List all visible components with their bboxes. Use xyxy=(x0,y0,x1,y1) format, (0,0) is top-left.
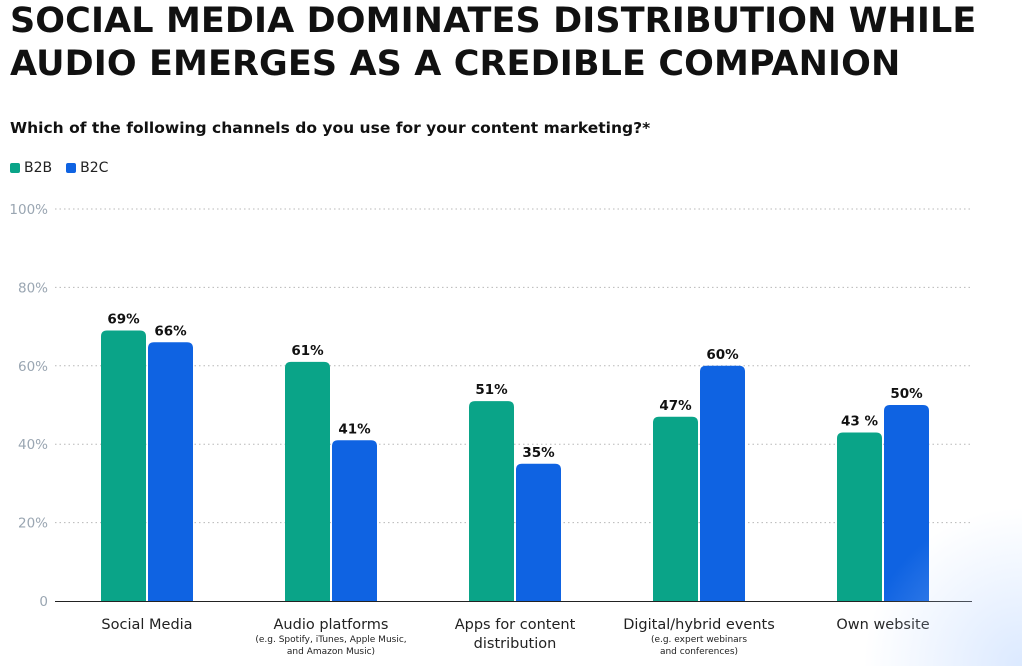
legend-label-b2b: B2B xyxy=(24,160,53,176)
data-label-b2b: 47% xyxy=(659,398,692,414)
x-category-label: Social Media xyxy=(101,617,192,633)
data-label-b2c: 60% xyxy=(706,347,739,363)
y-tick-label: 60% xyxy=(18,359,48,375)
y-tick-label: 80% xyxy=(18,280,48,296)
x-category-note: and Amazon Music) xyxy=(287,647,375,657)
chart-title-line-2: AUDIO EMERGES AS A CREDIBLE COMPANION xyxy=(10,44,901,84)
bar-b2b xyxy=(837,432,882,601)
data-label-b2c: 35% xyxy=(522,445,555,461)
data-label-b2b: 61% xyxy=(291,343,324,359)
bar-b2b xyxy=(653,416,698,601)
legend-item-b2b: B2B xyxy=(10,160,52,176)
bar-b2c xyxy=(884,405,929,601)
y-tick-label: 0 xyxy=(39,594,48,610)
data-label-b2b: 43 % xyxy=(841,413,878,429)
chart-title: SOCIAL MEDIA DOMINATES DISTRIBUTION WHIL… xyxy=(10,0,1010,86)
chart-subtitle: Which of the following channels do you u… xyxy=(10,119,651,137)
x-category-label: distribution xyxy=(474,636,557,652)
bar-b2c xyxy=(700,365,745,601)
x-category-note: (e.g. Spotify, iTunes, Apple Music, xyxy=(255,635,406,645)
y-tick-label: 20% xyxy=(18,516,48,532)
legend-item-b2c: B2C xyxy=(66,160,108,176)
chart-title-line-1: SOCIAL MEDIA DOMINATES DISTRIBUTION WHIL… xyxy=(10,1,977,41)
x-category-note: (e.g. expert webinars xyxy=(651,635,747,645)
legend-swatch-b2b xyxy=(10,163,20,173)
x-category-label: Own website xyxy=(836,617,929,633)
legend-swatch-b2c xyxy=(66,163,77,173)
bar-b2c xyxy=(332,440,377,601)
data-label-b2c: 50% xyxy=(890,386,923,402)
data-label-b2b: 69% xyxy=(107,312,140,328)
data-label-b2b: 51% xyxy=(475,382,508,398)
bar-b2c xyxy=(148,342,193,601)
data-label-b2c: 66% xyxy=(154,323,187,339)
x-category-label: Apps for content xyxy=(455,617,576,633)
y-tick-label: 100% xyxy=(9,202,48,218)
data-label-b2c: 41% xyxy=(338,421,371,437)
bar-b2c xyxy=(516,463,561,601)
y-tick-label: 40% xyxy=(18,437,48,453)
x-category-note: and conferences) xyxy=(660,647,738,657)
legend: B2B B2C xyxy=(10,160,108,176)
bar-b2b xyxy=(101,330,146,601)
x-category-label: Digital/hybrid events xyxy=(623,617,775,633)
bar-b2b xyxy=(285,361,330,601)
x-category-label: Audio platforms xyxy=(274,617,389,633)
bar-b2b xyxy=(469,401,514,601)
legend-label-b2c: B2C xyxy=(80,160,109,176)
